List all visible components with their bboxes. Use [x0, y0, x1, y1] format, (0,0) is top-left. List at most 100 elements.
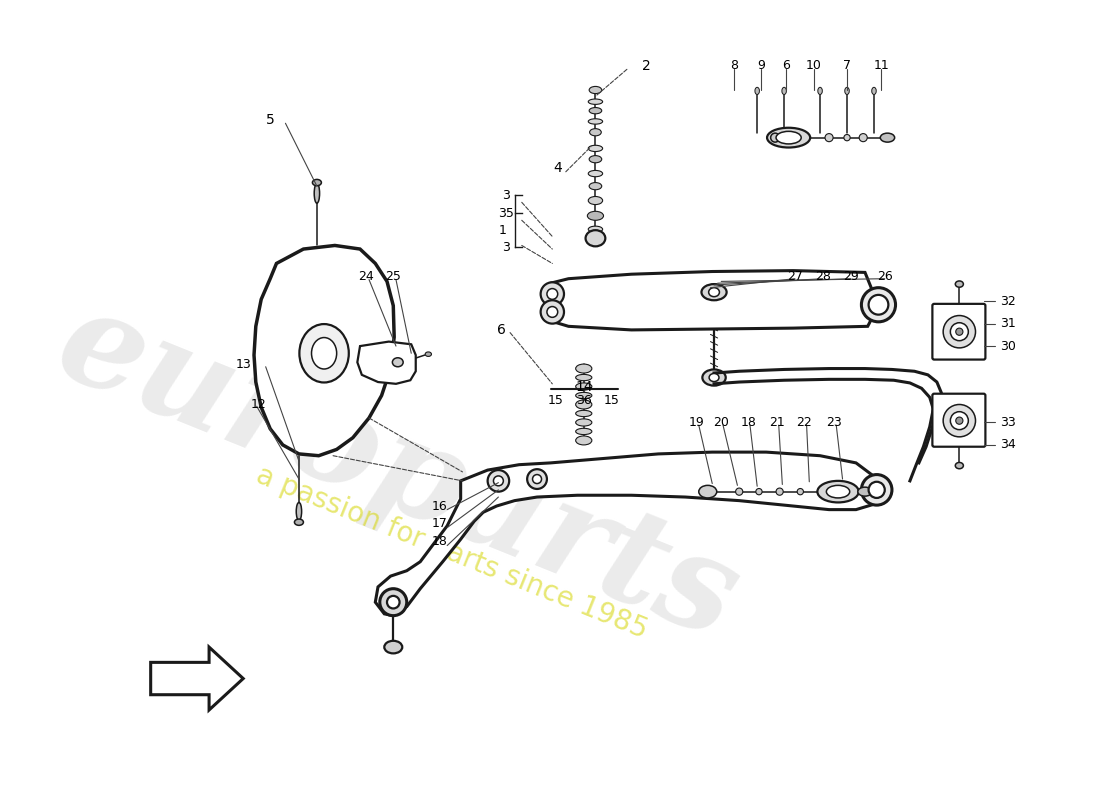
Text: 3: 3: [502, 241, 509, 254]
Ellipse shape: [295, 519, 304, 526]
Ellipse shape: [771, 133, 780, 142]
Ellipse shape: [767, 128, 811, 147]
Ellipse shape: [379, 589, 407, 616]
Ellipse shape: [845, 87, 849, 94]
FancyBboxPatch shape: [933, 394, 986, 446]
Ellipse shape: [825, 134, 833, 142]
Ellipse shape: [869, 295, 889, 314]
Ellipse shape: [532, 474, 541, 483]
Ellipse shape: [943, 315, 976, 348]
Text: 18: 18: [432, 535, 448, 549]
Text: 35: 35: [497, 206, 514, 220]
Ellipse shape: [817, 481, 859, 502]
Ellipse shape: [296, 502, 301, 521]
Text: 6: 6: [497, 323, 506, 337]
Ellipse shape: [585, 230, 605, 246]
Ellipse shape: [547, 289, 558, 299]
Text: 8: 8: [729, 59, 738, 72]
Text: 3: 3: [502, 189, 509, 202]
Ellipse shape: [798, 489, 803, 494]
Text: 7: 7: [843, 59, 851, 72]
Text: 18: 18: [740, 416, 756, 429]
Ellipse shape: [861, 474, 892, 505]
Ellipse shape: [755, 87, 759, 94]
Polygon shape: [550, 270, 879, 330]
Ellipse shape: [950, 322, 968, 341]
Ellipse shape: [950, 412, 968, 430]
Ellipse shape: [844, 134, 850, 141]
Text: 16: 16: [432, 499, 448, 513]
Text: a passion for parts since 1985: a passion for parts since 1985: [252, 461, 651, 644]
Ellipse shape: [540, 282, 564, 306]
Text: 36: 36: [576, 394, 592, 406]
Text: 31: 31: [1000, 317, 1015, 330]
Ellipse shape: [590, 107, 602, 114]
Ellipse shape: [315, 183, 320, 203]
Text: 21: 21: [769, 416, 784, 429]
Ellipse shape: [776, 131, 801, 144]
Ellipse shape: [494, 476, 504, 486]
Ellipse shape: [384, 641, 403, 654]
Text: 5: 5: [266, 113, 275, 126]
Ellipse shape: [956, 328, 962, 335]
Ellipse shape: [312, 179, 321, 186]
Text: 4: 4: [553, 161, 562, 175]
Ellipse shape: [698, 486, 717, 498]
Ellipse shape: [782, 87, 786, 94]
Ellipse shape: [590, 182, 602, 190]
Text: europarts: europarts: [40, 277, 756, 666]
Text: 15: 15: [604, 394, 619, 406]
Text: 27: 27: [786, 270, 803, 282]
Polygon shape: [151, 647, 243, 710]
Text: 25: 25: [385, 270, 402, 282]
Ellipse shape: [426, 352, 431, 357]
Ellipse shape: [575, 428, 592, 434]
Text: 24: 24: [359, 270, 374, 282]
Text: 19: 19: [689, 416, 704, 429]
Text: 10: 10: [806, 59, 822, 72]
Ellipse shape: [588, 226, 603, 233]
Ellipse shape: [590, 86, 602, 94]
Ellipse shape: [880, 133, 894, 142]
Ellipse shape: [575, 374, 592, 381]
Ellipse shape: [708, 288, 719, 297]
Ellipse shape: [547, 306, 558, 318]
Ellipse shape: [955, 281, 964, 287]
Text: 20: 20: [713, 416, 729, 429]
Ellipse shape: [590, 156, 602, 162]
Ellipse shape: [869, 482, 884, 498]
Ellipse shape: [756, 489, 762, 494]
Text: 6: 6: [782, 59, 790, 72]
Ellipse shape: [575, 419, 592, 426]
Text: 17: 17: [432, 518, 448, 530]
Ellipse shape: [575, 392, 592, 398]
Ellipse shape: [393, 358, 404, 366]
Ellipse shape: [826, 486, 849, 498]
Polygon shape: [254, 246, 394, 456]
Ellipse shape: [702, 284, 727, 300]
Ellipse shape: [299, 324, 349, 382]
Text: 33: 33: [1000, 416, 1015, 429]
Text: 14: 14: [575, 379, 594, 394]
Text: 23: 23: [826, 416, 842, 429]
Ellipse shape: [955, 462, 964, 469]
Text: 9: 9: [757, 59, 764, 72]
Ellipse shape: [588, 146, 603, 151]
Ellipse shape: [575, 364, 592, 373]
Ellipse shape: [540, 300, 564, 324]
FancyBboxPatch shape: [933, 304, 986, 359]
Ellipse shape: [858, 487, 872, 496]
Polygon shape: [375, 452, 881, 616]
Ellipse shape: [710, 374, 719, 382]
Ellipse shape: [588, 99, 603, 104]
Text: 28: 28: [815, 270, 830, 282]
Ellipse shape: [859, 134, 867, 142]
Text: 22: 22: [796, 416, 812, 429]
Ellipse shape: [776, 488, 783, 495]
Text: 30: 30: [1000, 339, 1015, 353]
Ellipse shape: [871, 87, 877, 94]
Ellipse shape: [943, 405, 976, 437]
Text: 12: 12: [251, 398, 266, 411]
Text: 1: 1: [499, 224, 507, 237]
Ellipse shape: [703, 370, 726, 386]
